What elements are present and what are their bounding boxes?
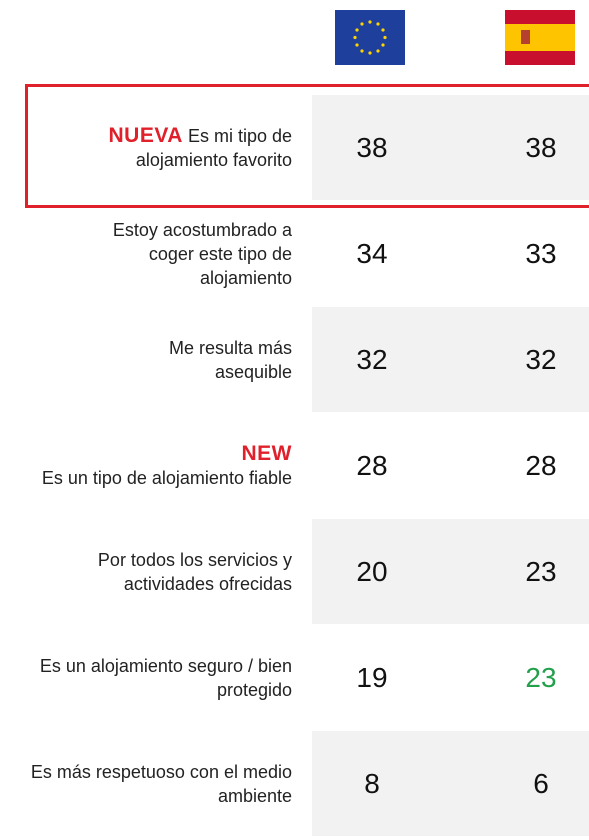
row-label: Me resulta más asequible [92, 336, 292, 384]
row-label: NEW Es un tipo de alojamiento fiable [12, 442, 292, 490]
es-value: 28 [525, 449, 557, 481]
eu-value: 8 [364, 767, 380, 799]
label-text: Estoy acostumbrado a coger este tipo de … [112, 219, 292, 288]
badge: NUEVA [108, 123, 183, 147]
label-text: Es un tipo de alojamiento fiable [41, 467, 292, 488]
es-value: 32 [525, 343, 557, 375]
es-value: 38 [525, 131, 557, 163]
eu-value: 28 [356, 449, 388, 481]
eu-value: 20 [356, 555, 388, 587]
row-band [312, 731, 589, 836]
row: Estoy acostumbrado a coger este tipo de … [0, 201, 589, 306]
label-text: Es mi tipo de alojamiento favorito [135, 125, 292, 170]
row-label: Estoy acostumbrado a coger este tipo de … [72, 218, 292, 290]
row-band [312, 519, 589, 624]
row-label: NUEVA Es mi tipo de alojamiento favorito [22, 124, 292, 172]
row-band [312, 95, 589, 200]
es-value: 23 [525, 555, 557, 587]
row-label: Es un alojamiento seguro / bien protegid… [32, 654, 292, 702]
row: Es un alojamiento seguro / bien protegid… [0, 625, 589, 730]
row: NEW Es un tipo de alojamiento fiable 28 28 [0, 413, 589, 518]
highlight-box [25, 84, 589, 208]
label-text: Por todos los servicios y actividades of… [97, 549, 292, 594]
es-value: 33 [525, 237, 557, 269]
es-value: 6 [533, 767, 549, 799]
label-text: Es más respetuoso con el medio ambiente [30, 761, 292, 806]
eu-value: 32 [356, 343, 388, 375]
badge: NEW [241, 441, 292, 465]
row: NUEVA Es mi tipo de alojamiento favorito… [0, 95, 589, 200]
eu-flag [335, 10, 405, 65]
row: Por todos los servicios y actividades of… [0, 519, 589, 624]
label-text: Es un alojamiento seguro / bien protegid… [39, 655, 292, 700]
label-text: Me resulta más asequible [168, 337, 292, 382]
spain-flag [505, 10, 575, 65]
eu-value: 34 [356, 237, 388, 269]
row: Es más respetuoso con el medio ambiente 8… [0, 731, 589, 836]
eu-value: 38 [356, 131, 388, 163]
es-value: 23 [525, 661, 557, 693]
eu-value: 19 [356, 661, 388, 693]
row: Me resulta más asequible 32 32 [0, 307, 589, 412]
row-label: Es más respetuoso con el medio ambiente [12, 760, 292, 808]
row-label: Por todos los servicios y actividades of… [32, 548, 292, 596]
row-band [312, 307, 589, 412]
